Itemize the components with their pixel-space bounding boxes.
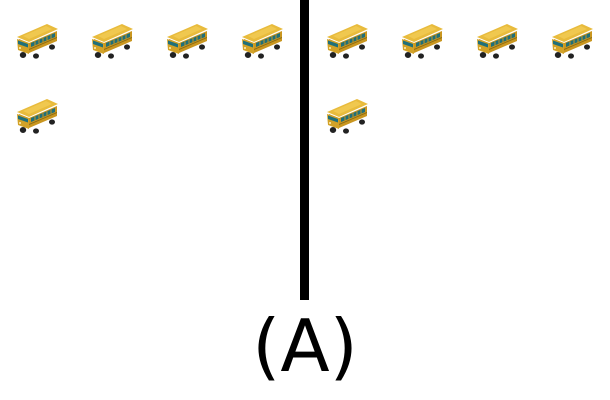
caption-label: (A) bbox=[252, 304, 358, 388]
school-bus-icon bbox=[475, 15, 521, 61]
school-bus-icon bbox=[325, 15, 371, 61]
school-bus-icon bbox=[240, 15, 286, 61]
school-bus-icon bbox=[165, 15, 211, 61]
divider-line bbox=[300, 0, 309, 300]
school-bus-icon bbox=[325, 90, 371, 136]
school-bus-icon bbox=[550, 15, 596, 61]
school-bus-icon bbox=[15, 90, 61, 136]
right-group bbox=[310, 0, 610, 300]
left-group bbox=[0, 0, 300, 300]
school-bus-icon bbox=[400, 15, 446, 61]
school-bus-icon bbox=[90, 15, 136, 61]
school-bus-icon bbox=[15, 15, 61, 61]
